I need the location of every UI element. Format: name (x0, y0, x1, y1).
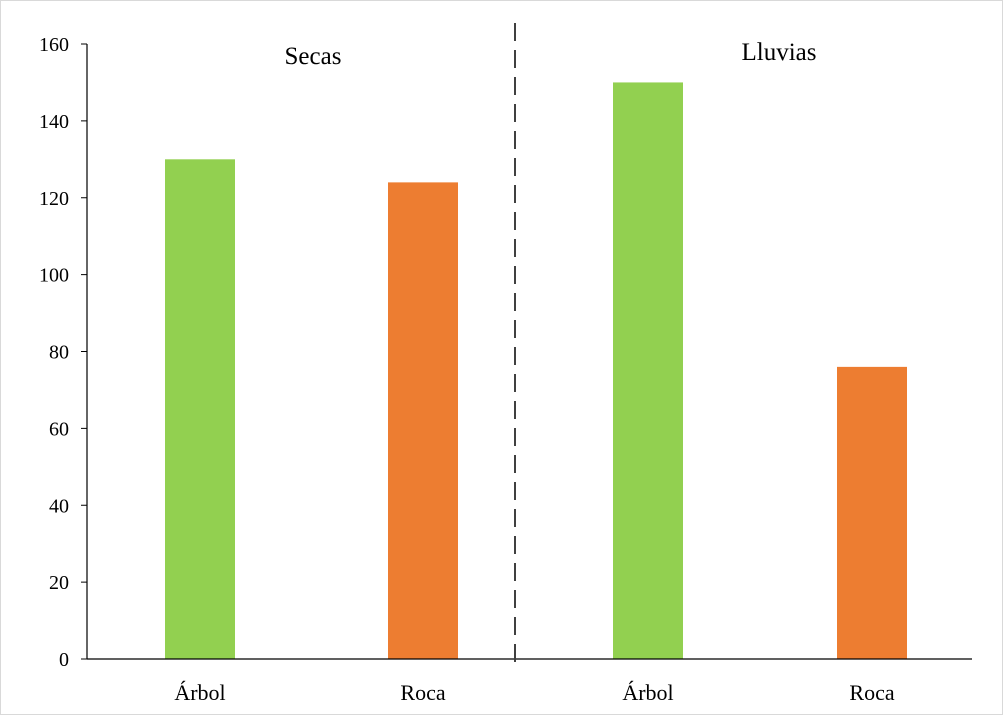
bars (165, 82, 907, 659)
x-category-label: Roca (849, 680, 894, 705)
y-axis-ticks: 0 20 40 60 80 100 120 140 160 (39, 34, 87, 671)
y-tick-label: 80 (49, 342, 69, 364)
group-titles: Secas Lluvias (285, 39, 817, 70)
bar-lluvias-roca (837, 366, 907, 659)
y-tick-label: 160 (39, 34, 69, 56)
group-title-secas: Secas (285, 43, 342, 70)
y-tick-label: 20 (49, 572, 69, 594)
x-category-label: Roca (400, 680, 445, 705)
bar-secas-roca (388, 182, 458, 659)
x-category-label: Árbol (622, 680, 673, 705)
group-title-lluvias: Lluvias (742, 39, 817, 66)
bar-secas-arbol (165, 159, 235, 659)
y-tick-label: 100 (39, 265, 69, 287)
x-category-label: Árbol (174, 680, 225, 705)
y-tick-label: 60 (49, 418, 69, 440)
y-tick-label: 0 (59, 649, 69, 671)
y-tick-label: 120 (39, 188, 69, 210)
y-tick-label: 140 (39, 111, 69, 133)
bar-lluvias-arbol (613, 82, 683, 659)
y-tick-label: 40 (49, 495, 69, 517)
x-axis-labels: Árbol Roca Árbol Roca (174, 680, 895, 705)
